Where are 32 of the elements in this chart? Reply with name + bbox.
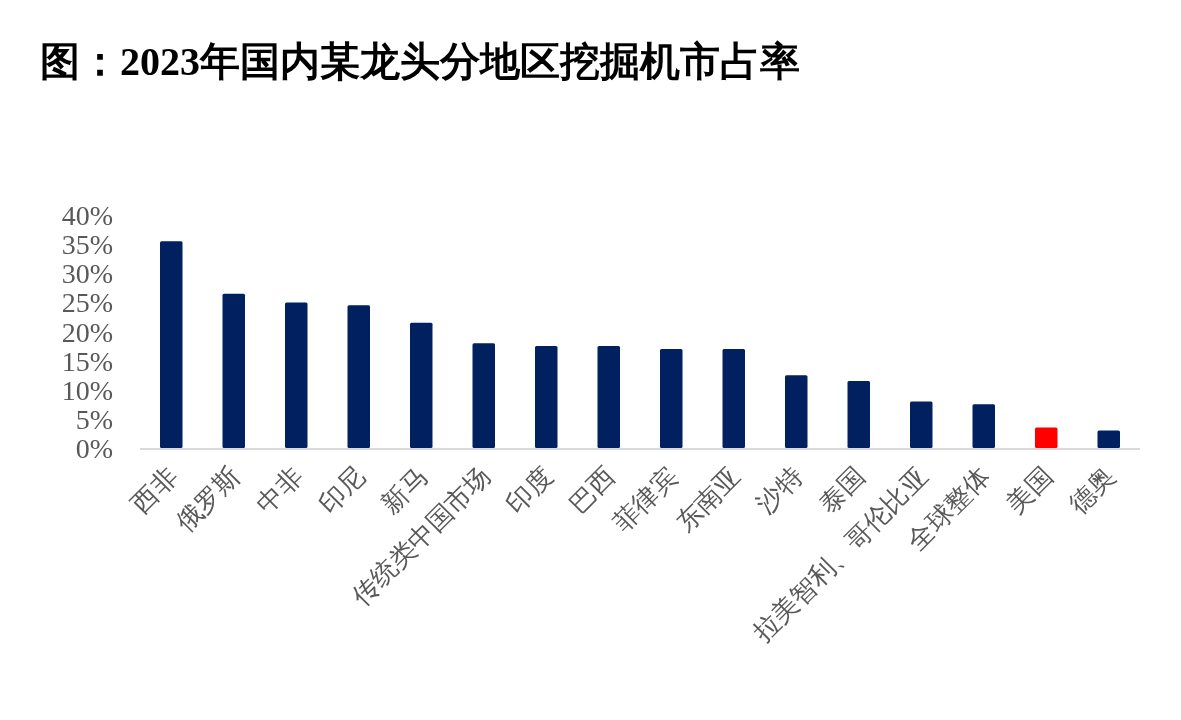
bar	[472, 343, 495, 448]
bar	[972, 404, 995, 448]
bar	[847, 381, 870, 448]
x-tick-label: 印尼	[313, 461, 371, 520]
y-tick-label: 35%	[61, 229, 113, 261]
x-tick-label: 沙特	[751, 461, 809, 520]
y-tick-label: 40%	[61, 200, 113, 231]
y-tick-label: 0%	[75, 433, 113, 464]
bar	[410, 322, 433, 448]
x-tick-label: 中非	[251, 461, 309, 520]
y-tick-label: 5%	[75, 403, 113, 435]
x-tick-label: 印度	[501, 461, 559, 520]
bar	[222, 293, 245, 448]
bar	[1035, 427, 1058, 448]
y-tick-label: 30%	[61, 258, 113, 290]
y-tick-label: 25%	[61, 287, 113, 319]
x-tick-label: 德奥	[1063, 461, 1121, 520]
bar	[660, 348, 683, 448]
bar	[1097, 430, 1120, 448]
chart-title: 图：2023年国内某龙头分地区挖掘机市占率	[40, 39, 800, 84]
bar	[347, 305, 370, 448]
bar	[597, 346, 620, 448]
bar	[535, 346, 558, 448]
y-tick-label: 10%	[61, 374, 113, 406]
bar	[160, 241, 183, 448]
y-tick-label: 15%	[61, 345, 113, 377]
bar	[722, 348, 745, 448]
x-tick-label: 美国	[1001, 461, 1059, 520]
bar	[910, 401, 933, 448]
bar	[285, 302, 308, 448]
bar	[785, 375, 808, 448]
y-tick-label: 20%	[61, 316, 113, 348]
